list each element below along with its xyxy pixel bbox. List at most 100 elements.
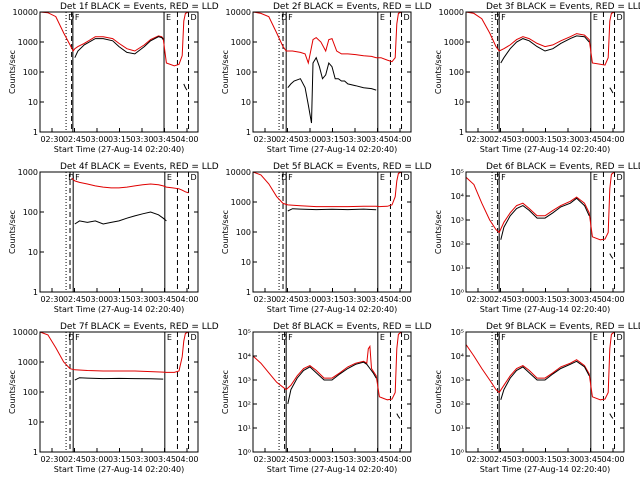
marker-label: D xyxy=(281,333,287,342)
y-tick-label: 10000 xyxy=(13,328,38,337)
x-tick-label: 02:45 xyxy=(276,295,299,304)
marker-label: D xyxy=(191,13,197,22)
marker-label: F xyxy=(501,333,506,342)
marker-label: E xyxy=(593,333,598,342)
x-tick-label: 03:45 xyxy=(366,295,389,304)
x-tick-label: 03:15 xyxy=(534,295,557,304)
y-axis-label: Counts/sec xyxy=(221,370,230,414)
x-axis-label: Start Time (27-Aug-14 02:20:40) xyxy=(480,465,611,474)
marker-label: D xyxy=(404,13,410,22)
y-tick-label: 100 xyxy=(23,388,38,397)
x-tick-label: 03:15 xyxy=(321,295,344,304)
x-tick-label: 03:00 xyxy=(298,455,321,464)
y-axis-label: Counts/sec xyxy=(434,370,443,414)
y-tick-label: 10000 xyxy=(439,8,464,17)
x-tick-label: 04:00 xyxy=(601,295,624,304)
marker-label: D xyxy=(281,13,287,22)
events-series-line xyxy=(74,211,167,225)
x-tick-label: 03:15 xyxy=(321,135,344,144)
y-tick-label: 1 xyxy=(246,128,251,137)
panel-title: Det 5f BLACK = Events, RED = LLD xyxy=(273,162,432,172)
y-tick-label: 1000 xyxy=(18,358,38,367)
marker-label: E xyxy=(167,173,172,182)
lld-series-line xyxy=(465,331,623,401)
marker-label: D xyxy=(494,173,500,182)
marker-label: D xyxy=(494,333,500,342)
y-tick-label: 10⁵ xyxy=(238,328,251,337)
y-tick-label: 10 xyxy=(241,258,251,267)
y-tick-label: 1000 xyxy=(231,198,251,207)
x-tick-label: 03:15 xyxy=(321,455,344,464)
y-tick-label: 10⁰ xyxy=(451,448,464,457)
y-tick-label: 1 xyxy=(33,288,38,297)
x-tick-label: 02:30 xyxy=(466,135,489,144)
x-axis-label: Start Time (27-Aug-14 02:20:40) xyxy=(267,145,398,154)
y-tick-label: 1000 xyxy=(18,38,38,47)
x-tick-label: 03:30 xyxy=(130,135,153,144)
x-tick-label: 03:15 xyxy=(108,135,131,144)
x-axis-label: Start Time (27-Aug-14 02:20:40) xyxy=(54,465,185,474)
y-tick-label: 10³ xyxy=(451,216,464,225)
x-tick-label: 02:30 xyxy=(253,295,276,304)
x-tick-label: 02:30 xyxy=(40,455,63,464)
marker-label: D xyxy=(617,333,623,342)
events-series-line xyxy=(287,208,377,212)
y-tick-label: 100 xyxy=(23,208,38,217)
x-tick-label: 03:00 xyxy=(85,135,108,144)
x-tick-label: 03:45 xyxy=(579,455,602,464)
marker-label: E xyxy=(593,13,598,22)
x-tick-label: 04:00 xyxy=(175,455,198,464)
panel-title: Det 6f BLACK = Events, RED = LLD xyxy=(486,162,640,172)
y-axis-label: Counts/sec xyxy=(434,210,443,254)
x-tick-label: 03:15 xyxy=(108,455,131,464)
y-tick-label: 10⁵ xyxy=(451,168,464,177)
marker-label: D xyxy=(68,333,74,342)
x-tick-label: 04:00 xyxy=(388,455,411,464)
x-tick-label: 03:30 xyxy=(343,455,366,464)
y-axis-label: Counts/sec xyxy=(8,370,17,414)
x-axis-label: Start Time (27-Aug-14 02:20:40) xyxy=(54,305,185,314)
plot-frame xyxy=(252,11,412,133)
marker-label: D xyxy=(68,13,74,22)
events-series-line xyxy=(287,361,377,405)
lld-series-line xyxy=(252,11,410,65)
x-tick-label: 03:30 xyxy=(130,455,153,464)
panel-title: Det 1f BLACK = Events, RED = LLD xyxy=(60,2,219,12)
marker-label: E xyxy=(166,13,171,22)
x-tick-label: 03:00 xyxy=(298,295,321,304)
y-tick-label: 10 xyxy=(28,98,38,107)
y-tick-label: 10 xyxy=(241,98,251,107)
panel-title: Det 8f BLACK = Events, RED = LLD xyxy=(273,322,432,332)
y-tick-label: 10 xyxy=(28,248,38,257)
y-tick-label: 10¹ xyxy=(238,424,251,433)
marker-label: D xyxy=(281,173,287,182)
y-axis-label: Counts/sec xyxy=(221,210,230,254)
y-tick-label: 10 xyxy=(454,98,464,107)
y-tick-label: 100 xyxy=(236,68,251,77)
x-tick-label: 03:45 xyxy=(153,455,176,464)
x-tick-label: 04:00 xyxy=(388,135,411,144)
marker-label: D xyxy=(191,333,197,342)
y-tick-label: 10¹ xyxy=(451,424,464,433)
x-tick-label: 02:45 xyxy=(63,135,86,144)
x-axis-label: Start Time (27-Aug-14 02:20:40) xyxy=(267,465,398,474)
x-tick-label: 03:30 xyxy=(556,455,579,464)
marker-label: D xyxy=(617,13,623,22)
x-axis-label: Start Time (27-Aug-14 02:20:40) xyxy=(267,305,398,314)
marker-label: F xyxy=(501,173,506,182)
lld-series-line xyxy=(252,171,410,208)
y-tick-label: 100 xyxy=(236,228,251,237)
x-axis-label: Start Time (27-Aug-14 02:20:40) xyxy=(480,145,611,154)
y-tick-label: 10³ xyxy=(238,376,251,385)
marker-label: D xyxy=(404,333,410,342)
x-axis-label: Start Time (27-Aug-14 02:20:40) xyxy=(480,305,611,314)
y-axis-label: Counts/sec xyxy=(434,50,443,94)
events-series-line xyxy=(609,413,614,419)
lld-series-line xyxy=(465,11,623,66)
plot-frame xyxy=(465,11,625,133)
